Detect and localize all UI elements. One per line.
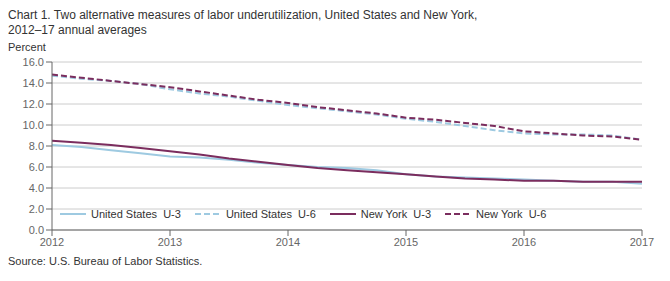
svg-text:8.0: 8.0 xyxy=(29,140,44,152)
html-text:Chart 1. Two alternative measu: Chart 1. Two alternative measures of lab… xyxy=(8,8,478,22)
html-text:2012–17 annual averages: 2012–17 annual averages xyxy=(8,23,147,37)
svg-text:2.0: 2.0 xyxy=(29,203,44,215)
svg-text:2015: 2015 xyxy=(394,236,418,248)
svg-text:6.0: 6.0 xyxy=(29,161,44,173)
svg-text:2012: 2012 xyxy=(40,236,64,248)
svg-text:2017: 2017 xyxy=(630,236,654,248)
svg-text:2014: 2014 xyxy=(276,236,300,248)
svg-text:12.0: 12.0 xyxy=(23,98,44,110)
svg-text:16.0: 16.0 xyxy=(23,56,44,68)
html-text:United States U-3: United States U-3 xyxy=(91,208,181,220)
html-text:United States U-6: United States U-6 xyxy=(225,208,316,220)
svg-text:2013: 2013 xyxy=(158,236,182,248)
html-text:New York U-6: New York U-6 xyxy=(476,208,547,220)
svg-text:14.0: 14.0 xyxy=(23,77,44,89)
html-text:New York U-3: New York U-3 xyxy=(360,208,432,220)
svg-text:10.0: 10.0 xyxy=(23,119,44,131)
html-text:Source: U.S. Bureau of Labor S: Source: U.S. Bureau of Labor Statistics. xyxy=(8,255,203,267)
html-text:Percent: Percent xyxy=(8,41,46,53)
svg-text:0.0: 0.0 xyxy=(29,224,44,236)
svg-text:4.0: 4.0 xyxy=(29,182,44,194)
svg-text:2016: 2016 xyxy=(512,236,536,248)
